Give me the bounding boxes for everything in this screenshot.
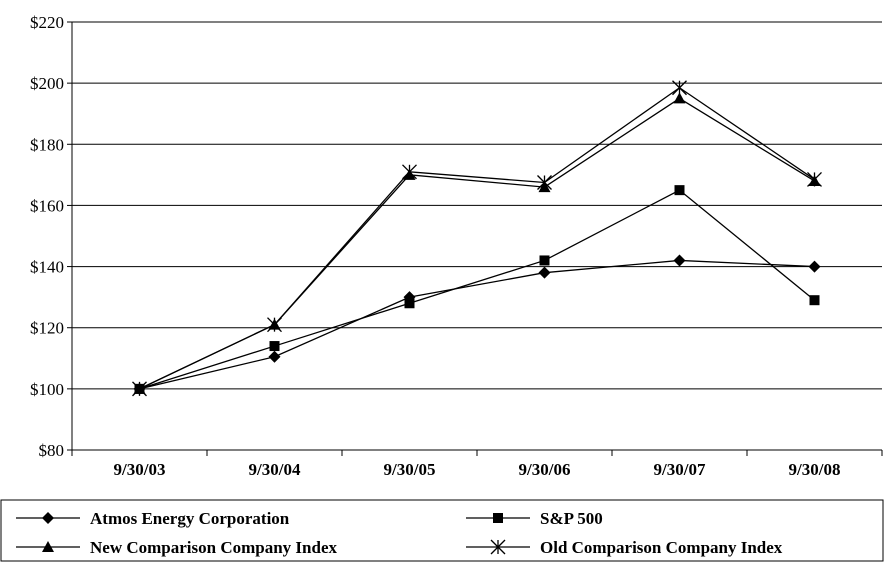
asterisk-marker <box>402 164 417 180</box>
legend-item: Atmos Energy Corporation <box>16 509 290 528</box>
y-tick-label: $80 <box>39 441 65 460</box>
y-tick-label: $180 <box>30 135 64 154</box>
grid-lines <box>72 21 882 390</box>
square-marker <box>269 341 280 352</box>
y-tick-label: $160 <box>30 196 64 215</box>
asterisk-marker <box>807 171 822 187</box>
square-marker <box>809 295 820 306</box>
x-tick-label: 9/30/06 <box>519 460 571 479</box>
series-line <box>139 259 815 390</box>
x-axis-ticks: 9/30/03 9/30/04 9/30/05 9/30/06 9/30/07 9/30/… <box>71 450 883 479</box>
asterisk-marker <box>132 381 147 397</box>
legend-item: New Comparison Company Index <box>16 538 337 557</box>
y-tick-label: $140 <box>30 258 64 277</box>
diamond-marker <box>268 350 281 363</box>
diamond-marker <box>808 260 821 273</box>
series-line <box>139 189 815 390</box>
series-2 <box>133 92 821 394</box>
series-3 <box>132 80 822 397</box>
x-tick-label: 9/30/07 <box>654 460 706 479</box>
series-line <box>139 97 815 390</box>
asterisk-marker <box>490 539 506 555</box>
y-tick-label: $120 <box>30 319 64 338</box>
legend-label: S&P 500 <box>540 509 603 528</box>
legend-item: Old Comparison Company Index <box>466 538 783 557</box>
x-tick-label: 9/30/05 <box>384 460 436 479</box>
legend-label: Atmos Energy Corporation <box>90 509 290 528</box>
y-axis-ticks: $80 $100 $120 $140 $160 $180 $200 $220 <box>30 13 72 460</box>
legend: Atmos Energy Corporation S&P 500 New Compa… <box>0 499 884 562</box>
square-marker <box>493 513 503 523</box>
asterisk-marker <box>267 317 282 333</box>
x-tick-label: 9/30/04 <box>249 460 301 479</box>
legend-box <box>0 499 884 562</box>
legend-item: S&P 500 <box>466 509 603 528</box>
diamond-marker <box>673 254 686 267</box>
y-tick-label: $220 <box>30 13 64 32</box>
series-lines <box>132 80 822 397</box>
axes <box>71 22 882 451</box>
series-line <box>139 86 815 390</box>
x-tick-label: 9/30/08 <box>789 460 841 479</box>
series-1 <box>134 185 820 394</box>
diamond-marker <box>42 512 54 524</box>
triangle-marker <box>42 541 54 552</box>
y-tick-label: $100 <box>30 380 64 399</box>
square-marker <box>404 298 415 309</box>
legend-label: Old Comparison Company Index <box>540 538 783 557</box>
triangle-marker <box>673 92 686 104</box>
asterisk-marker <box>537 175 552 190</box>
diamond-marker <box>538 266 551 279</box>
asterisk-marker <box>672 80 687 96</box>
square-marker <box>539 255 550 266</box>
y-tick-label: $200 <box>30 74 64 93</box>
square-marker <box>674 185 685 196</box>
x-tick-label: 9/30/03 <box>114 460 166 479</box>
legend-label: New Comparison Company Index <box>90 538 337 557</box>
series-0 <box>133 254 821 395</box>
